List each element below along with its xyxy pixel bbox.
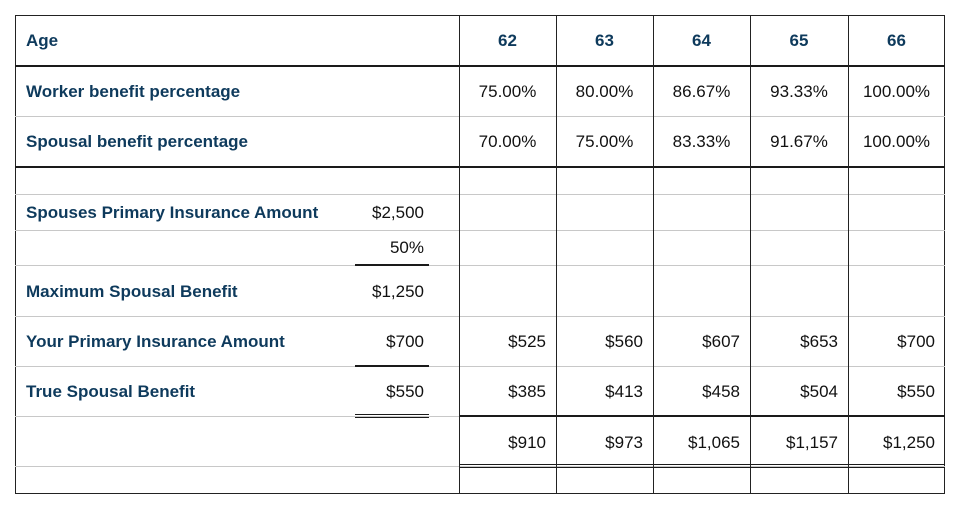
worker-pct-cell: 80.00% [575, 82, 634, 101]
row-divider [15, 230, 945, 231]
column-divider [459, 15, 460, 494]
spousal-pct-cell: 75.00% [575, 132, 634, 151]
total-cell: $1,065 [688, 432, 740, 452]
age-65: 65 [789, 30, 809, 50]
section-rule [15, 166, 945, 168]
your-pia-value: $700 [386, 332, 424, 351]
your-pia-cell: $607 [702, 332, 740, 351]
max-spousal-label: Maximum Spousal Benefit [26, 282, 238, 301]
column-divider [848, 15, 849, 494]
spousal-pct-cell: 70.00% [478, 132, 537, 151]
total-double-rule [459, 464, 945, 468]
row-divider [15, 366, 945, 367]
true-spousal-cell: $458 [702, 382, 740, 401]
age-header: Age [26, 30, 59, 50]
age-63: 63 [595, 30, 614, 50]
spousal-pct-label: Spousal benefit percentage [26, 132, 248, 151]
true-spousal-cell: $550 [897, 382, 935, 401]
worker-pct-cell: 100.00% [862, 82, 931, 101]
total-cell: $1,250 [883, 432, 935, 452]
age-66: 66 [887, 30, 906, 50]
true-spousal-value: $550 [386, 382, 424, 401]
your-pia-cell: $700 [897, 332, 935, 351]
worker-pct-cell: 86.67% [672, 82, 731, 101]
worker-pct-cell: 93.33% [770, 82, 828, 101]
column-divider [653, 15, 654, 494]
max-spousal-value: $1,250 [372, 282, 424, 301]
your-pia-cell: $653 [800, 332, 838, 351]
worker-pct-cell: 75.00% [478, 82, 537, 101]
row-divider [15, 194, 945, 195]
underline-double [355, 414, 429, 418]
underline-single [355, 365, 429, 367]
underline-single [355, 264, 429, 266]
row-divider [15, 265, 945, 266]
true-spousal-cell: $504 [800, 382, 838, 401]
row-divider [15, 116, 945, 117]
your-pia-label: Your Primary Insurance Amount [26, 332, 285, 351]
total-cell: $973 [605, 432, 643, 452]
column-divider [556, 15, 557, 494]
row-divider [15, 316, 945, 317]
spousal-pct-cell: 100.00% [862, 132, 931, 151]
spouse-pia-value: $2,500 [372, 203, 424, 222]
worker-pct-label: Worker benefit percentage [26, 82, 241, 101]
benefit-table [15, 15, 945, 494]
true-spousal-cell: $413 [605, 382, 643, 401]
total-cell: $1,157 [786, 432, 838, 452]
header-rule [15, 65, 945, 67]
true-spousal-label: True Spousal Benefit [26, 382, 196, 401]
true-spousal-cell: $385 [508, 382, 546, 401]
age-64: 64 [692, 30, 711, 50]
row-divider [15, 466, 945, 467]
spousal-pct-cell: 83.33% [672, 132, 731, 151]
your-pia-cell: $560 [605, 332, 643, 351]
column-divider [750, 15, 751, 494]
spousal-pct-cell: 91.67% [770, 132, 828, 151]
total-cell: $910 [508, 432, 546, 452]
age-62: 62 [498, 30, 517, 50]
your-pia-cell: $525 [508, 332, 546, 351]
total-rule [459, 415, 945, 417]
spouse-rate-value: 50% [389, 237, 424, 257]
spouse-pia-label: Spouses Primary Insurance Amount [26, 203, 319, 222]
